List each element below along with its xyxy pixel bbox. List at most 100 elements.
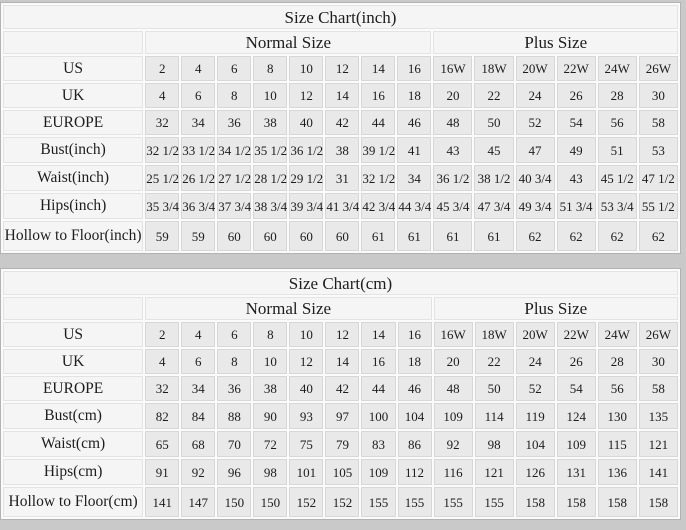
value-cell: 18 <box>397 83 432 108</box>
value-cell: 114 <box>474 403 514 429</box>
value-cell: 50 <box>474 110 514 135</box>
value-cell: 105 <box>325 459 360 485</box>
value-cell: 124 <box>556 403 596 429</box>
value-cell: 41 3/4 <box>325 193 360 219</box>
value-cell: 53 3/4 <box>597 193 637 219</box>
value-cell: 91 <box>145 459 180 485</box>
value-cell: 4 <box>145 83 180 108</box>
value-cell: 98 <box>474 431 514 457</box>
value-cell: 42 <box>325 110 360 135</box>
value-cell: 43 <box>556 165 596 191</box>
value-cell: 10 <box>253 349 288 374</box>
value-cell: 16 <box>397 322 432 347</box>
value-cell: 10 <box>289 322 324 347</box>
value-cell: 65 <box>145 431 180 457</box>
value-cell: 58 <box>638 110 678 135</box>
value-cell: 38 3/4 <box>253 193 288 219</box>
value-cell: 68 <box>181 431 216 457</box>
value-cell: 92 <box>433 431 473 457</box>
value-cell: 34 1/2 <box>217 137 252 163</box>
value-cell: 38 <box>253 110 288 135</box>
table-title: Size Chart(cm) <box>3 271 678 295</box>
value-cell: 10 <box>253 83 288 108</box>
value-cell: 12 <box>289 83 324 108</box>
value-cell: 30 <box>638 349 678 374</box>
value-cell: 48 <box>433 110 473 135</box>
value-cell: 46 <box>397 376 432 401</box>
value-cell: 93 <box>289 403 324 429</box>
value-cell: 155 <box>361 487 396 517</box>
value-cell: 158 <box>556 487 596 517</box>
value-cell: 39 1/2 <box>361 137 396 163</box>
value-cell: 43 <box>433 137 473 163</box>
row-label: Bust(inch) <box>3 137 144 163</box>
value-cell: 24W <box>597 322 637 347</box>
value-cell: 41 <box>397 137 432 163</box>
row-label: EUROPE <box>3 376 144 401</box>
table-row: Hollow to Floor(cm) 141 147 150 150 152 152 155… <box>3 487 678 517</box>
value-cell: 52 <box>515 110 555 135</box>
table-row: Waist(inch) 25 1/2 26 1/2 27 1/2 28 1/2 29 1/… <box>3 165 678 191</box>
value-cell: 34 <box>397 165 432 191</box>
value-cell: 2 <box>145 322 180 347</box>
value-cell: 16W <box>433 56 473 81</box>
table-title-row: Size Chart(cm) <box>3 271 678 295</box>
value-cell: 61 <box>474 221 514 251</box>
value-cell: 42 <box>325 376 360 401</box>
value-cell: 136 <box>597 459 637 485</box>
value-cell: 79 <box>325 431 360 457</box>
value-cell: 36 <box>217 110 252 135</box>
value-cell: 42 3/4 <box>361 193 396 219</box>
value-cell: 150 <box>217 487 252 517</box>
value-cell: 28 <box>597 83 637 108</box>
table-row: UK 4 6 8 10 12 14 16 18 20 22 24 26 28 30 <box>3 83 678 108</box>
value-cell: 126 <box>515 459 555 485</box>
value-cell: 12 <box>325 56 360 81</box>
value-cell: 135 <box>638 403 678 429</box>
value-cell: 150 <box>253 487 288 517</box>
row-label: Hollow to Floor(cm) <box>3 487 144 517</box>
value-cell: 50 <box>474 376 514 401</box>
value-cell: 56 <box>597 110 637 135</box>
value-cell: 60 <box>325 221 360 251</box>
value-cell: 100 <box>361 403 396 429</box>
value-cell: 4 <box>181 56 216 81</box>
value-cell: 34 <box>181 376 216 401</box>
value-cell: 75 <box>289 431 324 457</box>
value-cell: 88 <box>217 403 252 429</box>
value-cell: 28 1/2 <box>253 165 288 191</box>
value-cell: 40 3/4 <box>515 165 555 191</box>
row-label: Bust(cm) <box>3 403 144 429</box>
value-cell: 4 <box>181 322 216 347</box>
value-cell: 152 <box>289 487 324 517</box>
value-cell: 20 <box>433 83 473 108</box>
value-cell: 155 <box>474 487 514 517</box>
table-row: EUROPE 32 34 36 38 40 42 44 46 48 50 52 54 56 58 <box>3 110 678 135</box>
corner-cell <box>3 297 144 320</box>
value-cell: 130 <box>597 403 637 429</box>
table-row: Hollow to Floor(inch) 59 59 60 60 60 60 61 61 61 6… <box>3 221 678 251</box>
value-cell: 36 1/2 <box>433 165 473 191</box>
plus-size-header: Plus Size <box>433 297 678 320</box>
row-label: Hips(cm) <box>3 459 144 485</box>
value-cell: 27 1/2 <box>217 165 252 191</box>
value-cell: 61 <box>361 221 396 251</box>
value-cell: 97 <box>325 403 360 429</box>
value-cell: 121 <box>474 459 514 485</box>
value-cell: 58 <box>638 376 678 401</box>
value-cell: 109 <box>361 459 396 485</box>
value-cell: 14 <box>361 322 396 347</box>
value-cell: 34 <box>181 110 216 135</box>
value-cell: 56 <box>597 376 637 401</box>
value-cell: 60 <box>289 221 324 251</box>
value-cell: 141 <box>145 487 180 517</box>
value-cell: 18 <box>397 349 432 374</box>
value-cell: 31 <box>325 165 360 191</box>
value-cell: 152 <box>325 487 360 517</box>
value-cell: 44 3/4 <box>397 193 432 219</box>
value-cell: 59 <box>145 221 180 251</box>
value-cell: 104 <box>397 403 432 429</box>
row-label: UK <box>3 83 144 108</box>
value-cell: 147 <box>181 487 216 517</box>
value-cell: 44 <box>361 110 396 135</box>
